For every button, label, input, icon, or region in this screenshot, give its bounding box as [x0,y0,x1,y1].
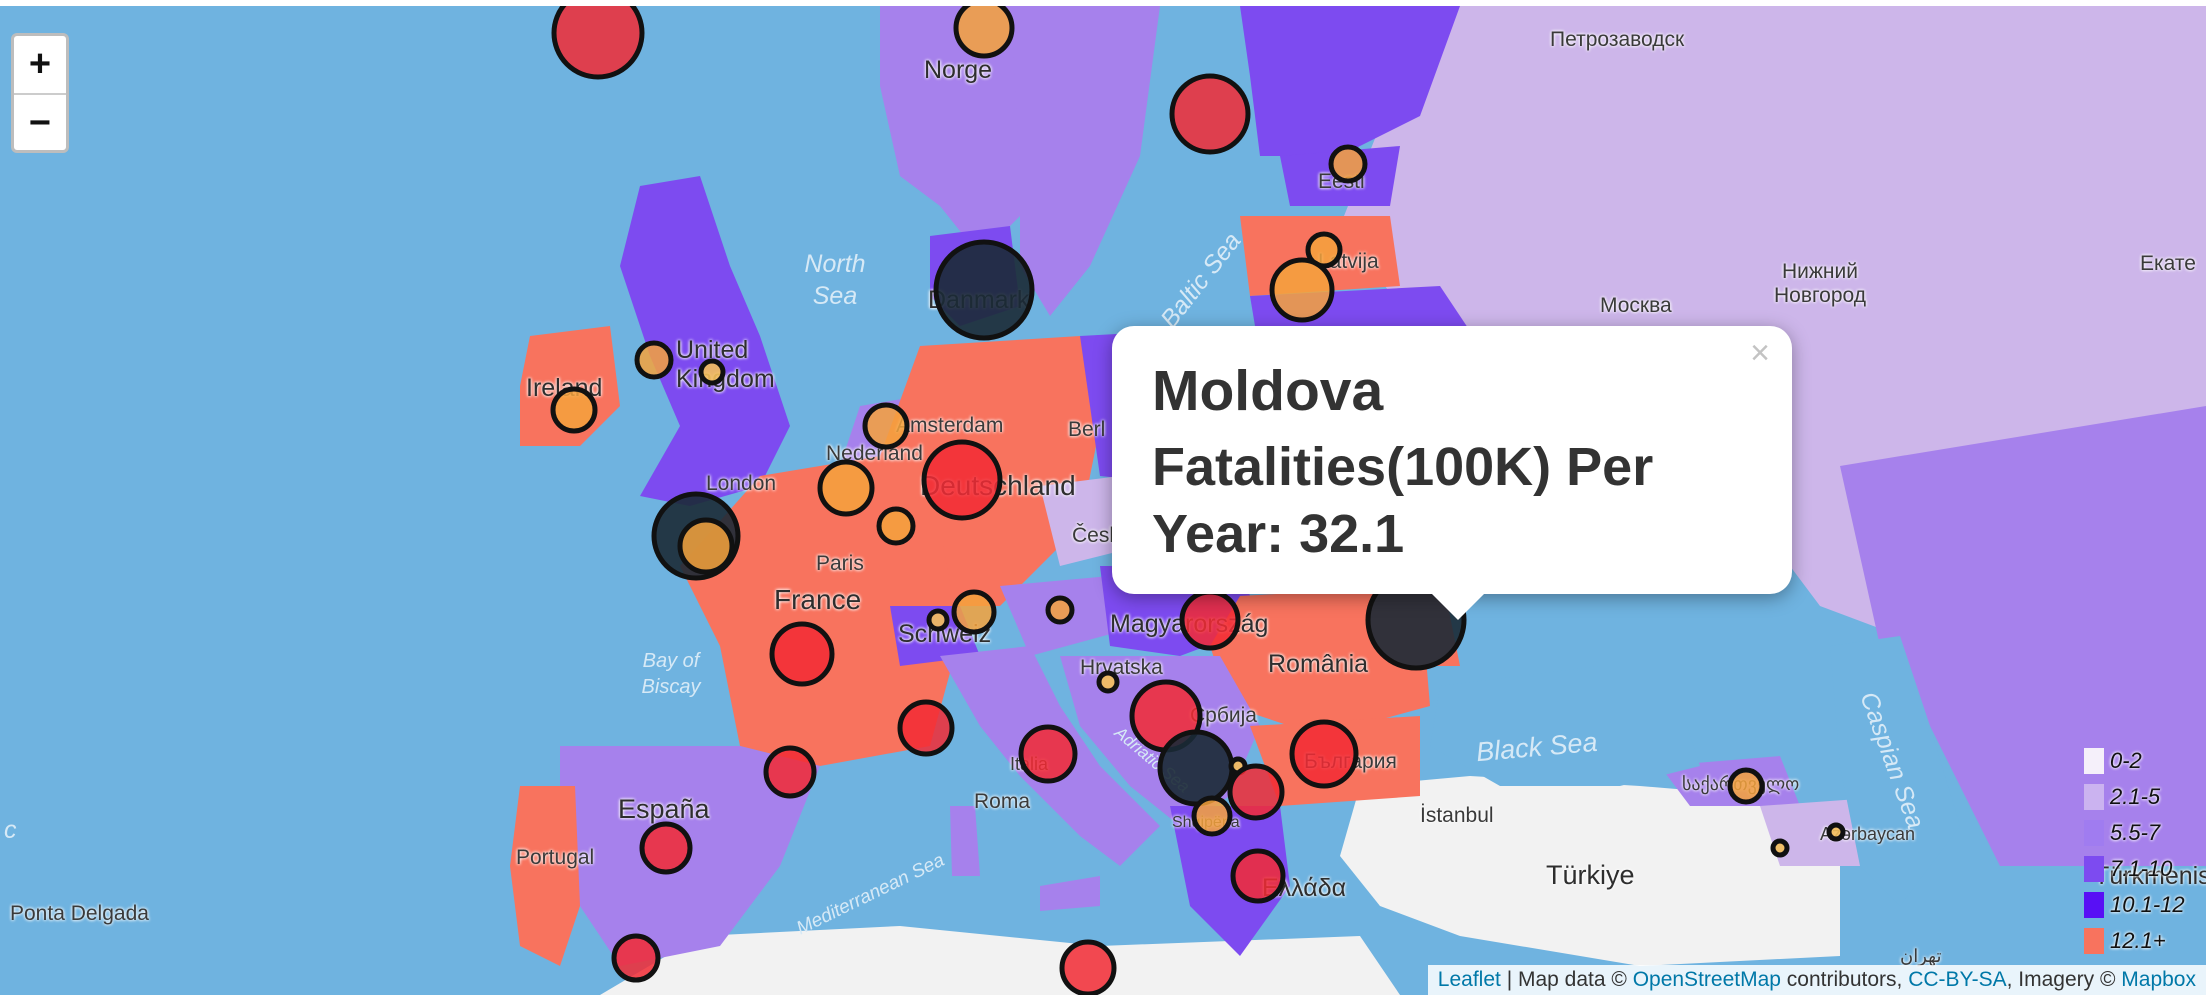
caspian-sea [1830,636,1960,906]
legend-item: 12.1+ [2084,922,2188,958]
zoom-in-button[interactable]: + [14,36,66,95]
region-central-asia [1840,406,2206,866]
map-canvas[interactable]: Петрозаводск Norge North Sea Baltic Sea … [0,6,2206,995]
license-link[interactable]: CC-BY-SA [1908,968,2007,991]
legend-label: 0-2 [2110,748,2142,773]
popup-close-button[interactable]: × [1750,334,1770,372]
legend-swatch [2084,928,2104,954]
attribution: Leaflet | Map data © OpenStreetMap contr… [1427,965,2206,995]
label-tehran: تهران [1900,946,1942,966]
black-sea [1430,666,1700,786]
label-turkiye: Türkiye [1546,860,1635,890]
legend-swatch [2084,748,2104,774]
region-sardinia [950,806,980,876]
label-roma: Roma [974,790,1031,813]
legend-item: 10.1-12 [2084,886,2188,922]
legend-swatch [2084,784,2104,810]
label-schweiz: Schweiz [898,620,992,648]
legend-item: 0-2 [2084,742,2188,778]
legend-label: 10.1-12 [2110,892,2185,917]
label-espana: España [618,794,710,824]
region-africa [600,926,1400,995]
label-london: London [706,472,777,495]
leaflet-link[interactable]: Leaflet [1437,968,1501,991]
attribution-text: | Map data © [1500,968,1633,991]
region-sicily [1040,876,1100,911]
label-berlin: Berl [1068,418,1106,441]
region-turkey [1340,776,1840,966]
label-turkmenistan: Türkmenistan [2094,862,2206,890]
attribution-text: contributors, [1780,968,1909,991]
label-portugal: Portugal [516,846,595,869]
region-portugal [510,786,580,966]
label-magyarorszag: Magyarország [1110,610,1269,638]
zoom-out-button[interactable]: − [28,102,52,144]
label-france: France [774,584,862,615]
legend-label: 2.1-5 [2110,784,2161,809]
label-ireland: Ireland [526,374,603,402]
label-azerbaycan: Azərbaycan [1820,824,1916,844]
label-cesko: Česk [1072,524,1120,547]
label-denmark: Danmark [928,286,1030,314]
country-popup: × Moldova Fatalities(100K) Per Year: 32.… [1112,326,1792,620]
legend-swatch [2084,856,2104,882]
label-moskva: Москва [1600,294,1672,317]
zoom-control: + − [11,33,69,153]
label-latvia: Latvija [1318,250,1379,273]
label-italia: Italia [1010,754,1049,774]
legend-label: 7.1-10 [2110,856,2173,881]
label-ponta: Ponta Delgada [10,902,149,925]
label-istanbul: İstanbul [1420,804,1494,827]
label-bulgaria: България [1304,750,1397,773]
label-hrvatska: Hrvatska [1080,656,1163,679]
label-romania: România [1268,650,1369,678]
label-nederland: Nederland [826,442,923,465]
label-shqiperia: Shqipëria [1172,814,1240,831]
region-finland [1240,6,1460,156]
label-norge: Norge [924,56,993,84]
popup-body: Fatalities(100K) Per Year: 32.1 [1152,437,1654,564]
popup-title: Moldova [1152,359,1384,423]
legend-label: 5.5-7 [2110,820,2161,845]
label-bay-biscay: Bay of Biscay [641,650,701,698]
region-greece [1170,806,1290,956]
legend-item: 7.1-10 [2084,850,2188,886]
legend: 0-2 2.1-5 5.5-7 7.1-10 10.1-12 12.1+ [2084,742,2188,958]
label-srbija: Србија [1190,704,1257,727]
label-deutschland: Deutschland [920,470,1076,501]
osm-link[interactable]: OpenStreetMap [1632,968,1781,991]
legend-swatch [2084,892,2104,918]
label-paris: Paris [816,552,864,575]
attribution-text: , Imagery © [2006,968,2122,991]
region-sweden [1010,6,1160,316]
label-c-left: c [4,816,17,844]
label-estonia: Eesti [1318,170,1365,193]
mapbox-link[interactable]: Mapbox [2121,968,2196,991]
label-uk: United Kingdom [676,336,775,393]
legend-label: 12.1+ [2110,928,2166,953]
label-amsterdam: Amsterdam [896,414,1004,437]
legend-swatch [2084,820,2104,846]
legend-item: 5.5-7 [2084,814,2188,850]
label-nizhny: Нижний Новгород [1773,260,1867,307]
label-north-sea: North Sea [804,250,866,310]
region-uk [620,176,790,506]
label-ekat: Екате [2140,252,2196,275]
basemap [0,6,2206,995]
label-ellada: Ελλάδα [1262,874,1347,902]
label-petrozavodsk: Петрозаводск [1550,28,1685,51]
legend-item: 2.1-5 [2084,778,2188,814]
label-sakartvelo: საქართველო [1682,774,1800,794]
